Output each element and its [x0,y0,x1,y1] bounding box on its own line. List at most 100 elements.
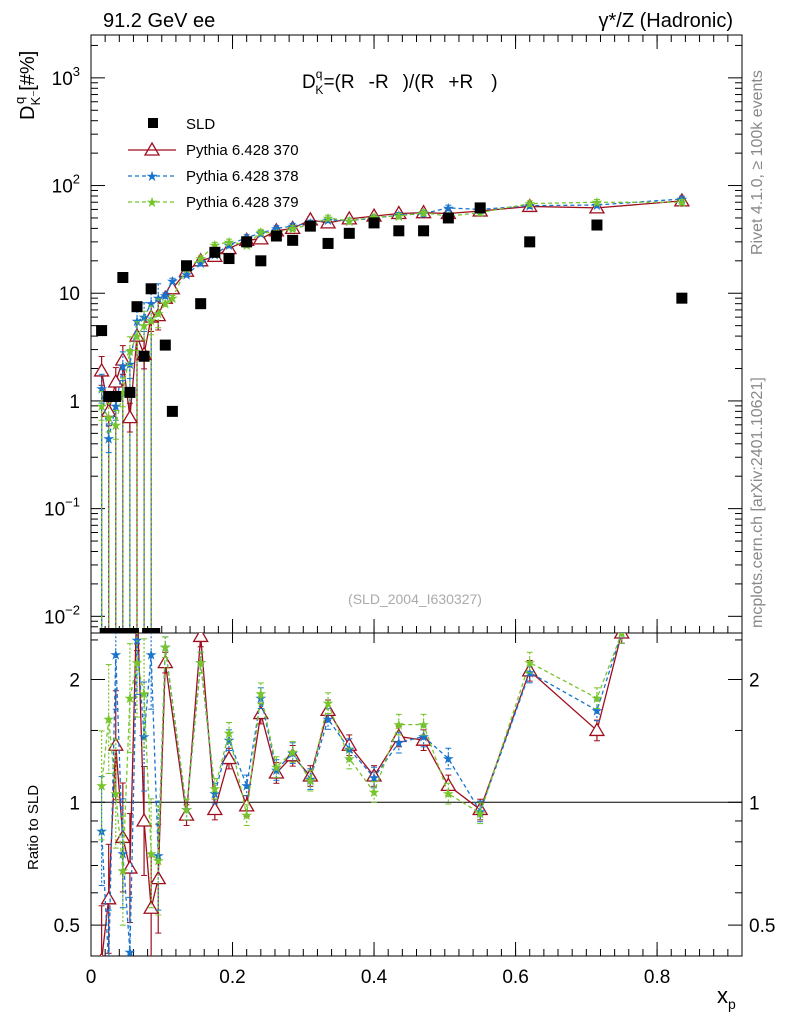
ratio-point-p379: ★ [209,781,222,797]
ratio-point-p378: ★ [124,944,137,960]
legend-label-sld: SLD [186,116,215,133]
legend-entry-p370: Pythia 6.428 370 [128,141,299,159]
main-point-p378: ★ [145,296,158,312]
ratio-point-p379: ★ [474,805,487,821]
ratio-point-p379: ★ [343,751,356,767]
y-tick-label: 1 [69,392,80,413]
ratio-plot-area: ★★★★★★★★★★★★★★★★★★★★★★★ ★★★★★★★★★★★★★★★★★… [95,633,630,960]
ratio-point-p378: ★ [109,647,122,663]
sld-point-edge [142,628,154,633]
sld-point [181,260,193,272]
sld-point [145,283,157,295]
sld-point [110,390,122,402]
sld-point [322,237,334,249]
main-point-p379: ★ [138,318,151,334]
main-point-p378: ★ [131,313,144,329]
formula-close2: ) [491,72,497,93]
sld-point [676,292,688,304]
formula-close1: )/( [403,72,422,93]
ratio-tick-label-left: 0.5 [54,916,80,937]
ratio-point-p379: ★ [194,655,207,671]
ratio-point-p379: ★ [124,690,137,706]
ratio-point-p379: ★ [138,685,151,701]
ratio-point-p370 [135,812,153,827]
ratio-tick-label-left: 1 [69,793,80,814]
sld-point [393,225,405,237]
ratio-point-p379: ★ [322,695,335,711]
rivet-label: Rivet 4.1.0, ≥ 100k events [749,70,766,255]
main-point-p379: ★ [109,417,122,433]
ratio-point-p370 [192,633,209,643]
sld-point [343,227,355,239]
main-point-p378: ★ [117,358,130,374]
main-point-p378: ★ [194,255,207,271]
x-tick-label: 0.2 [219,967,245,988]
legend-entry-sld: SLD [148,116,215,133]
sld-point [96,325,108,337]
x-tick-label: 0.4 [361,967,388,988]
sld-point [131,301,143,313]
main-point-p379: ★ [145,312,158,328]
sld-point-edge [106,628,118,633]
ratio-line-p378 [100,633,623,956]
sld-point [103,390,115,402]
ylabel-unit: [#%] [17,51,39,91]
ylabel-sub: K⁻ [28,90,43,106]
ratio-point-p378: ★ [591,702,604,718]
sld-point [270,230,282,242]
sld-point [474,202,486,214]
legend-label-p378: Pythia 6.428 378 [186,168,299,185]
main-point-p378: ★ [124,356,137,372]
ratio-tick-label-right: 0.5 [749,916,775,937]
sld-point [524,236,536,248]
ratio-point-p379: ★ [368,784,381,800]
ratio-point-p378: ★ [180,802,193,818]
formula-add: + [448,72,459,93]
legend-marker-sld [148,118,158,128]
sld-point [304,220,316,232]
sld-point [209,246,221,258]
sld-point [591,219,603,231]
main-point-p379: ★ [223,234,236,250]
ratio-point-p378: ★ [209,786,222,802]
legend-label-p370: Pythia 6.428 370 [186,142,299,159]
main-point-p378: ★ [417,206,430,222]
ratio-point-p379: ★ [304,773,317,789]
ratio-point-p378: ★ [393,735,406,751]
main-point-p379: ★ [343,213,356,229]
main-point-p379: ★ [393,208,406,224]
x-tick-label: 0.8 [644,967,670,988]
legend-label-p379: Pythia 6.428 379 [186,194,299,211]
main-point-p379: ★ [417,205,430,221]
ratio-point-p379: ★ [117,863,130,879]
ratio-point-p379: ★ [159,639,172,655]
ratio-point-p378: ★ [286,745,299,761]
header-left: 91.2 GeV ee [103,10,215,32]
main-point-p379: ★ [255,224,268,240]
ratio-point-p378: ★ [194,655,207,671]
main-point-p379: ★ [523,196,536,212]
ratio-tick-label-right: 1 [749,793,760,814]
formula-eq: =( [323,72,341,93]
main-point-p379: ★ [591,194,604,210]
ratio-tick-label-right: 2 [749,670,760,691]
sld-point [138,350,150,362]
main-point-p378: ★ [159,288,172,304]
main-point-p378: ★ [102,430,115,446]
main-line-p370 [100,200,682,418]
sld-point [241,236,253,248]
x-tick-label: 0.6 [502,967,528,988]
main-point-p379: ★ [131,328,144,344]
sld-point-edge [127,628,139,633]
ratio-line-p379 [100,633,623,871]
y-tick-label: 10−2 [44,602,80,628]
sld-point [124,386,136,398]
x-tick-label: 0 [86,967,97,988]
legend-marker-p378: ★ [146,168,159,184]
ratio-point-p379: ★ [591,690,604,706]
ratio-point-p379: ★ [95,777,108,793]
ratio-point-p378: ★ [145,647,158,663]
ratio-point-p379: ★ [240,807,253,823]
main-line-p379 [101,201,682,427]
